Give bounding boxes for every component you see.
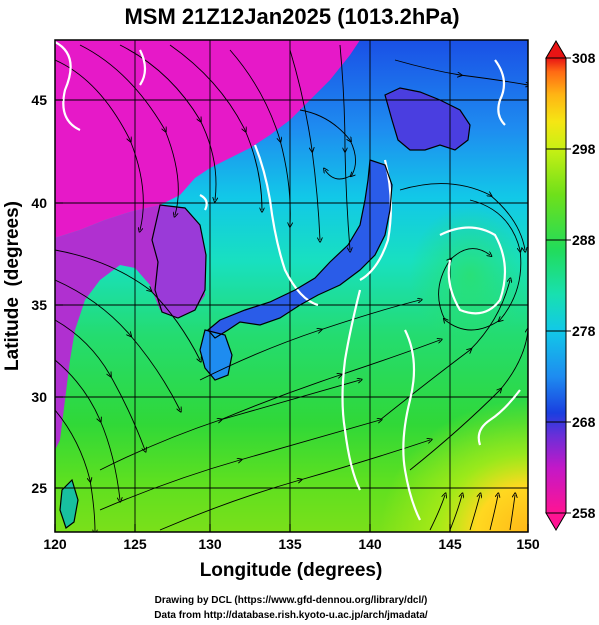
sakhalin-hokkaido <box>385 88 470 150</box>
x-tick-labels: 120 125 130 135 140 145 150 <box>43 536 540 552</box>
map-frame <box>54 39 529 533</box>
colorbar-max-arrow <box>545 40 567 59</box>
y-tick-label: 30 <box>31 389 47 405</box>
colorbar-min-arrow <box>545 512 567 531</box>
y-axis-label: Latitude (degrees) <box>2 201 23 371</box>
wind-streamlines <box>55 44 528 532</box>
x-tick-label: 135 <box>278 536 302 552</box>
map-panel <box>55 40 528 532</box>
coastlines <box>59 87 471 529</box>
colorbar: 258 268 278 288 298 308 <box>545 40 596 531</box>
x-axis-label: Longitude (degrees) <box>200 560 383 581</box>
colorbar-label: 268 <box>572 414 596 430</box>
colorbar-gradient <box>545 57 567 514</box>
y-tick-label: 45 <box>31 92 47 108</box>
y-tick-label: 40 <box>31 195 47 211</box>
colorbar-label: 298 <box>572 141 596 157</box>
isotherm-contours <box>55 41 521 521</box>
x-tick-label: 140 <box>358 536 382 552</box>
axis-ticks <box>54 99 529 532</box>
taiwan <box>60 480 78 528</box>
colorbar-label: 258 <box>572 505 596 521</box>
colorbar-label: 308 <box>572 50 596 66</box>
credit-drawing: Drawing by DCL (https://www.gfd-dennou.o… <box>155 595 428 606</box>
x-tick-label: 125 <box>123 536 147 552</box>
x-tick-label: 130 <box>198 536 222 552</box>
credit-data: Data from http://database.rish.kyoto-u.a… <box>154 610 428 621</box>
honshu <box>208 160 392 338</box>
chart-title: MSM 21Z12Jan2025 (1013.2hPa) <box>124 4 459 29</box>
colorbar-ticks <box>546 57 571 514</box>
y-tick-labels: 25 30 35 40 45 <box>31 92 47 496</box>
x-tick-label: 120 <box>43 536 67 552</box>
y-tick-label: 25 <box>31 480 47 496</box>
kyushu-shikoku <box>200 330 232 380</box>
colorbar-label: 288 <box>572 232 596 248</box>
y-tick-label: 35 <box>31 297 47 313</box>
colorbar-label: 278 <box>572 323 596 339</box>
warm-sea-corner <box>380 400 528 532</box>
low-pressure-warm-core <box>410 205 528 345</box>
x-tick-label: 145 <box>438 536 462 552</box>
x-tick-label: 150 <box>516 536 540 552</box>
